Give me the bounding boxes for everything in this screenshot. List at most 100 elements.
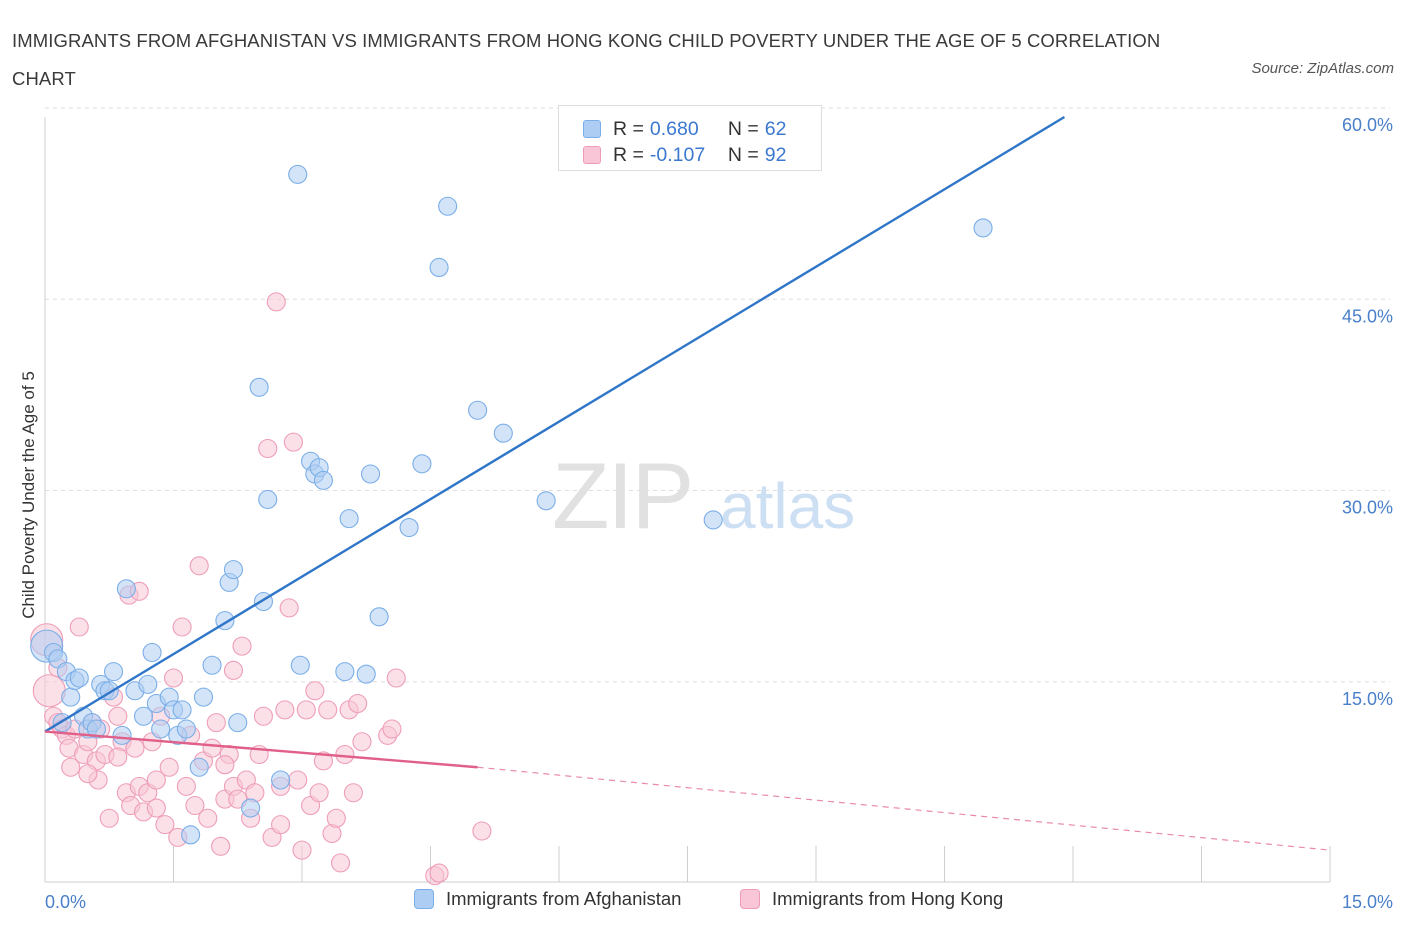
- axes: [44, 117, 1331, 883]
- point-hong-kong: [198, 808, 218, 828]
- point-afghanistan: [339, 509, 359, 529]
- point-hong-kong: [146, 798, 166, 818]
- point-hong-kong: [176, 776, 196, 796]
- point-afghanistan: [429, 257, 449, 278]
- trend-lines: [44, 115, 1331, 851]
- point-hong-kong: [189, 556, 209, 576]
- point-afghanistan: [142, 642, 162, 663]
- point-hong-kong: [313, 751, 333, 771]
- point-afghanistan: [133, 706, 154, 726]
- legend-n-value: 62: [764, 117, 787, 140]
- point-hong-kong: [69, 617, 89, 637]
- point-afghanistan: [228, 713, 248, 733]
- series-legend-swatch-afghanistan: [414, 889, 434, 909]
- point-afghanistan: [356, 664, 376, 684]
- point-afghanistan: [112, 725, 132, 745]
- point-hong-kong: [382, 719, 402, 739]
- point-afghanistan: [86, 719, 106, 739]
- point-afghanistan: [103, 662, 124, 682]
- point-hong-kong: [330, 853, 351, 873]
- point-hong-kong: [61, 757, 81, 777]
- point-afghanistan: [61, 687, 81, 707]
- legend-row-hong-kong: R = -0.107 N = 92: [583, 142, 786, 168]
- point-hong-kong: [343, 783, 363, 803]
- legend-r-value: -0.107: [649, 143, 706, 166]
- series-legend-hong-kong[interactable]: Immigrants from Hong Kong: [740, 888, 1003, 910]
- point-hong-kong: [335, 744, 355, 765]
- point-afghanistan: [313, 470, 333, 490]
- legend-r-label: R =: [613, 117, 644, 140]
- point-hong-kong: [146, 770, 166, 790]
- point-hong-kong: [99, 808, 119, 828]
- point-hong-kong: [326, 808, 346, 828]
- point-afghanistan: [288, 164, 308, 184]
- point-hong-kong: [78, 764, 98, 784]
- point-afghanistan: [69, 668, 89, 688]
- series-legend-label-hong-kong: Immigrants from Hong Kong: [772, 888, 1004, 909]
- y-tick-label: 45.0%: [1342, 306, 1393, 326]
- legend-n-label: N =: [727, 143, 759, 166]
- point-hong-kong: [32, 674, 66, 708]
- point-hong-kong: [215, 755, 235, 775]
- legend-r-value: 0.680: [649, 117, 699, 140]
- point-hong-kong: [292, 840, 312, 860]
- point-afghanistan: [151, 719, 171, 739]
- point-afghanistan: [493, 423, 513, 443]
- point-afghanistan: [369, 607, 389, 627]
- point-hong-kong: [202, 738, 222, 758]
- point-afghanistan: [399, 517, 419, 538]
- chart-title: IMMIGRANTS FROM AFGHANISTAN VS IMMIGRANT…: [12, 30, 1161, 89]
- chart-source: Source: ZipAtlas.com: [1251, 60, 1394, 77]
- point-hong-kong: [223, 660, 244, 680]
- y-tick-label: 30.0%: [1342, 498, 1393, 518]
- point-afghanistan: [536, 491, 556, 511]
- watermark: ZIP atlas: [552, 443, 855, 548]
- point-afghanistan: [703, 510, 723, 530]
- point-afghanistan: [172, 700, 192, 720]
- trend-line-hong-kong: [44, 730, 478, 769]
- point-afghanistan: [241, 798, 261, 818]
- point-afghanistan: [189, 757, 209, 777]
- point-hong-kong: [185, 795, 205, 816]
- y-tick-label: 15.0%: [1342, 689, 1393, 709]
- point-hong-kong: [429, 863, 449, 883]
- point-afghanistan: [176, 719, 196, 739]
- point-hong-kong: [163, 668, 184, 688]
- point-hong-kong: [253, 706, 274, 726]
- correlation-legend: R = 0.680 N = 62 R = -0.107 N = 92: [558, 105, 822, 171]
- point-hong-kong: [352, 732, 372, 752]
- point-hong-kong: [232, 636, 252, 656]
- point-hong-kong: [271, 815, 291, 835]
- series-legend-swatch-hong-kong: [740, 889, 760, 909]
- point-afghanistan: [360, 464, 381, 484]
- point-hong-kong: [206, 713, 226, 733]
- point-hong-kong: [159, 757, 179, 777]
- point-hong-kong: [211, 836, 231, 856]
- point-hong-kong: [348, 693, 368, 714]
- trend-line-afghanistan: [44, 115, 1066, 733]
- point-afghanistan: [249, 377, 269, 397]
- point-hong-kong: [386, 668, 406, 688]
- point-afghanistan: [193, 687, 214, 707]
- legend-n-label: N =: [727, 117, 759, 140]
- x-tick-label: 15.0%: [1342, 892, 1393, 912]
- point-hong-kong: [283, 432, 303, 452]
- watermark-zip: ZIP: [552, 443, 692, 548]
- point-hong-kong: [258, 438, 278, 459]
- point-hong-kong: [279, 598, 299, 618]
- point-afghanistan: [181, 825, 201, 845]
- point-hong-kong: [472, 821, 492, 841]
- series-legend-afghanistan[interactable]: Immigrants from Afghanistan: [414, 888, 681, 910]
- point-afghanistan: [335, 662, 355, 682]
- series-legend: Immigrants from Afghanistan Immigrants f…: [0, 888, 1406, 918]
- point-afghanistan: [468, 400, 488, 420]
- point-hong-kong: [318, 700, 338, 720]
- point-afghanistan: [116, 579, 136, 599]
- legend-swatch-afghanistan: [583, 120, 601, 138]
- point-hong-kong: [266, 292, 286, 312]
- point-hong-kong: [172, 617, 192, 637]
- trend-line-hong-kong-extrapolated: [477, 766, 1331, 851]
- point-afghanistan: [973, 218, 993, 238]
- point-hong-kong: [288, 770, 308, 790]
